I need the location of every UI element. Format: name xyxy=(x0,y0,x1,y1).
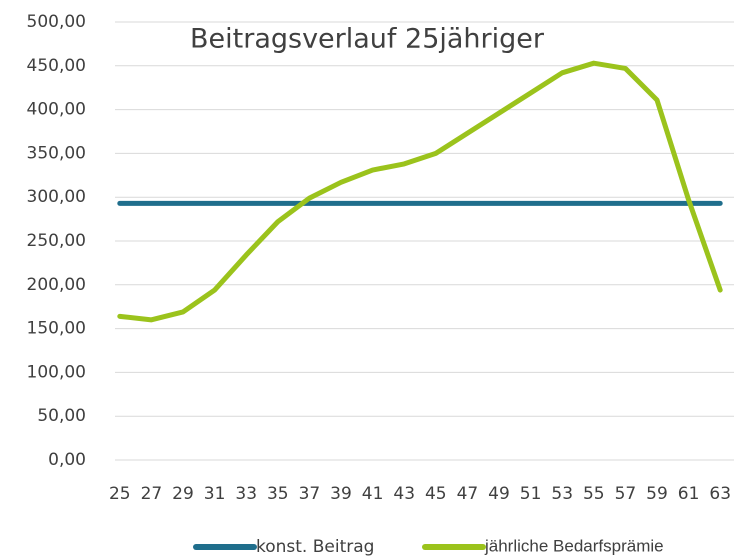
series-line xyxy=(117,60,723,323)
x-tick-label: 49 xyxy=(488,484,510,504)
x-tick-label: 61 xyxy=(678,484,700,504)
x-tick-label: 33 xyxy=(235,484,257,504)
x-tick-label: 27 xyxy=(141,484,163,504)
y-tick-label: 300,00 xyxy=(27,187,86,207)
x-tick-label: 31 xyxy=(204,484,226,504)
x-tick-label: 37 xyxy=(299,484,321,504)
x-tick-label: 41 xyxy=(362,484,384,504)
y-tick-label: 250,00 xyxy=(27,231,86,251)
chart-title: Beitragsverlauf 25jähriger xyxy=(190,24,545,55)
x-tick-label: 25 xyxy=(109,484,131,504)
x-tick-label: 29 xyxy=(172,484,194,504)
y-tick-label: 150,00 xyxy=(27,319,86,339)
x-tick-label: 39 xyxy=(330,484,352,504)
y-tick-label: 400,00 xyxy=(27,100,86,120)
y-tick-label: 0,00 xyxy=(48,450,86,470)
x-tick-label: 63 xyxy=(709,484,731,504)
y-tick-label: 100,00 xyxy=(27,362,86,382)
x-tick-label: 55 xyxy=(583,484,605,504)
legend-label: konst. Beitrag xyxy=(256,537,374,557)
x-tick-label: 59 xyxy=(646,484,668,504)
legend-label: jährliche Bedarfsprämie xyxy=(484,536,664,555)
x-tick-label: 43 xyxy=(393,484,415,504)
x-tick-label: 57 xyxy=(615,484,637,504)
y-tick-label: 50,00 xyxy=(37,406,86,426)
y-tick-label: 450,00 xyxy=(27,56,86,76)
y-tick-label: 350,00 xyxy=(27,143,86,163)
x-tick-label: 35 xyxy=(267,484,289,504)
y-tick-label: 500,00 xyxy=(27,12,86,32)
x-tick-label: 53 xyxy=(551,484,573,504)
x-tick-label: 47 xyxy=(457,484,479,504)
x-tick-label: 45 xyxy=(425,484,447,504)
y-tick-label: 200,00 xyxy=(27,275,86,295)
x-tick-label: 51 xyxy=(520,484,542,504)
